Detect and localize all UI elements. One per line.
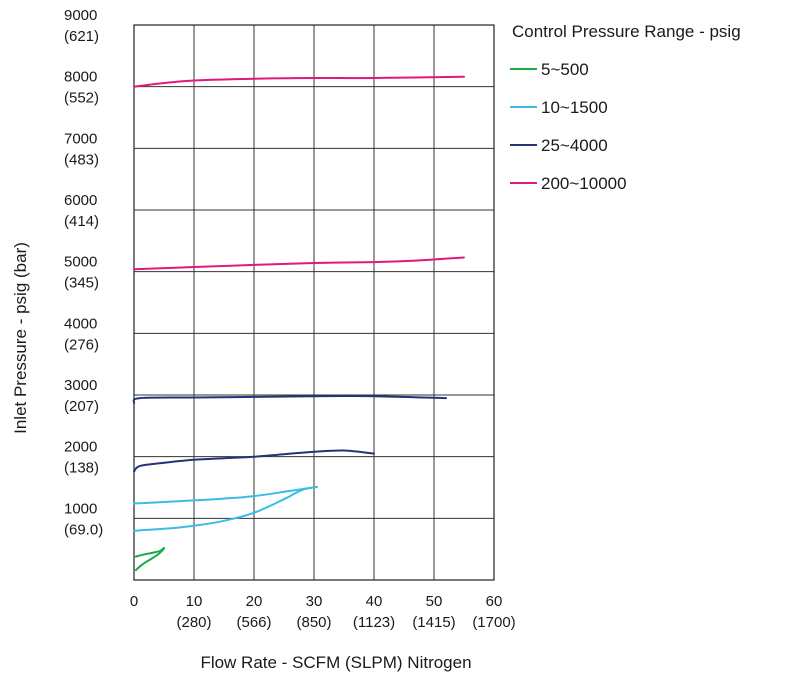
- y-axis-ticks: 1000 (69.0) 2000 (138) 3000 (207) 4000 (276) 500…: [64, 7, 103, 538]
- x-axis-title: Flow Rate - SCFM (SLPM) Nitrogen: [200, 653, 471, 672]
- x-tick-label: 10: [186, 593, 203, 610]
- legend-title: Control Pressure Range - psig: [512, 22, 741, 41]
- y-tick-sublabel: (483): [64, 151, 99, 168]
- legend-label: 25~4000: [541, 136, 608, 155]
- x-tick-label: 30: [306, 593, 323, 610]
- y-tick-label: 4000: [64, 315, 97, 332]
- x-tick-label: 20: [246, 593, 263, 610]
- x-tick-label: 0: [130, 593, 138, 610]
- x-tick-sublabel: (1123): [353, 614, 395, 631]
- y-tick-sublabel: (621): [64, 28, 99, 45]
- legend-label: 5~500: [541, 60, 589, 79]
- series-line-0-1: [134, 546, 165, 558]
- series-line-2-0: [133, 449, 375, 473]
- series-layer: [132, 75, 465, 572]
- series-line-1-0: [133, 485, 318, 532]
- y-tick-sublabel: (414): [64, 213, 99, 230]
- x-tick-label: 60: [486, 593, 503, 610]
- grid: [133, 24, 495, 581]
- y-tick-label: 9000: [64, 7, 97, 24]
- y-tick-sublabel: (345): [64, 275, 99, 292]
- series-line-2-1: [132, 395, 447, 404]
- x-tick-sublabel: (566): [236, 614, 271, 631]
- series-line-3-1: [133, 75, 465, 88]
- plot-frame: [133, 24, 495, 581]
- series-line-0-0: [134, 547, 165, 572]
- x-tick-label: 40: [366, 593, 383, 610]
- x-tick-label: 50: [426, 593, 443, 610]
- series-line-3-0: [133, 256, 465, 271]
- y-tick-label: 7000: [64, 130, 97, 147]
- x-tick-sublabel: (1700): [472, 614, 515, 631]
- x-tick-sublabel: (850): [296, 614, 331, 631]
- y-tick-label: 1000: [64, 500, 97, 517]
- series-line-1-1: [133, 485, 318, 505]
- y-tick-sublabel: (552): [64, 90, 99, 107]
- y-tick-sublabel: (138): [64, 460, 99, 477]
- legend: Control Pressure Range - psig 5~500 10~15…: [510, 22, 741, 193]
- x-axis-ticks: 0 10 (280) 20 (566) 30 (850) 40 (1123) 50 (1415) 60…: [130, 593, 516, 631]
- legend-label: 10~1500: [541, 98, 608, 117]
- legend-label: 200~10000: [541, 174, 627, 193]
- y-tick-label: 6000: [64, 192, 97, 209]
- y-tick-label: 8000: [64, 69, 97, 86]
- y-axis-title: Inlet Pressure - psig (bar): [11, 242, 30, 434]
- y-tick-label: 5000: [64, 254, 97, 271]
- y-tick-sublabel: (69.0): [64, 521, 103, 538]
- x-tick-sublabel: (280): [176, 614, 211, 631]
- x-tick-sublabel: (1415): [412, 614, 455, 631]
- y-tick-sublabel: (207): [64, 398, 99, 415]
- y-tick-label: 2000: [64, 439, 97, 456]
- y-tick-label: 3000: [64, 377, 97, 394]
- y-tick-sublabel: (276): [64, 336, 99, 353]
